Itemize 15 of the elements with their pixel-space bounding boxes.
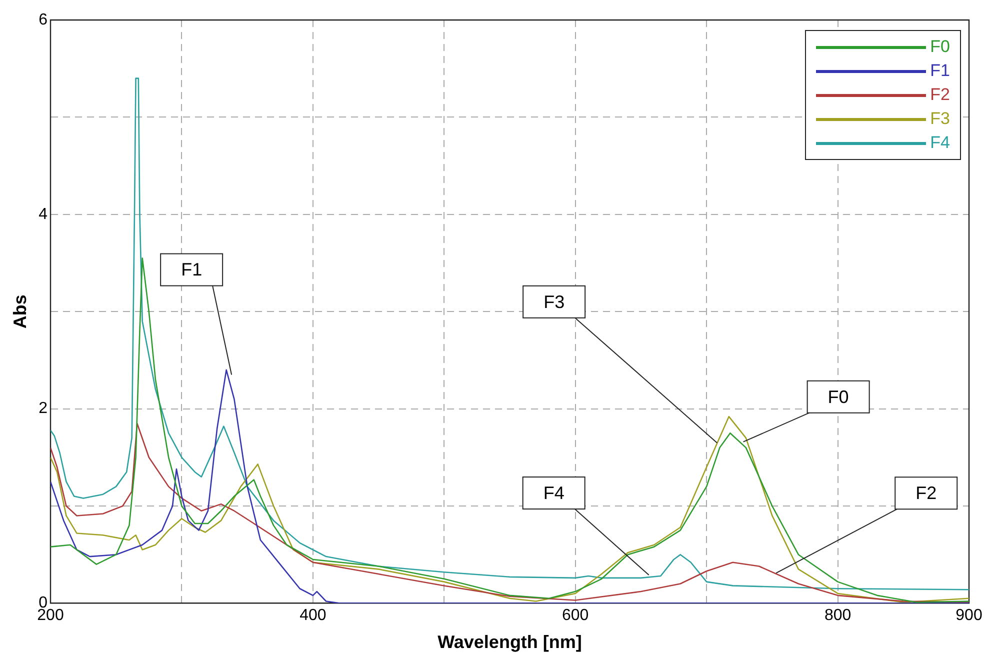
y-tick-label: 2 (38, 400, 48, 418)
x-tick-label: 600 (562, 607, 589, 624)
x-tick-label: 800 (824, 607, 852, 624)
annotation: F3 (544, 292, 565, 312)
y-axis-title: Abs (10, 294, 30, 329)
y-tick-label: 6 (38, 11, 48, 28)
annotation: F1 (181, 260, 202, 280)
annotation: F0 (828, 386, 849, 407)
annotation: F2 (916, 483, 937, 504)
annotation: F4 (543, 482, 564, 503)
x-tick-label: 400 (300, 607, 326, 624)
y-tick-label: 4 (38, 206, 48, 223)
x-axis-title: Wavelength [nm] (438, 632, 582, 652)
x-tick-label: 900 (956, 607, 982, 624)
legend-panel: F0 F1 F2 F3 F4 (805, 30, 961, 160)
